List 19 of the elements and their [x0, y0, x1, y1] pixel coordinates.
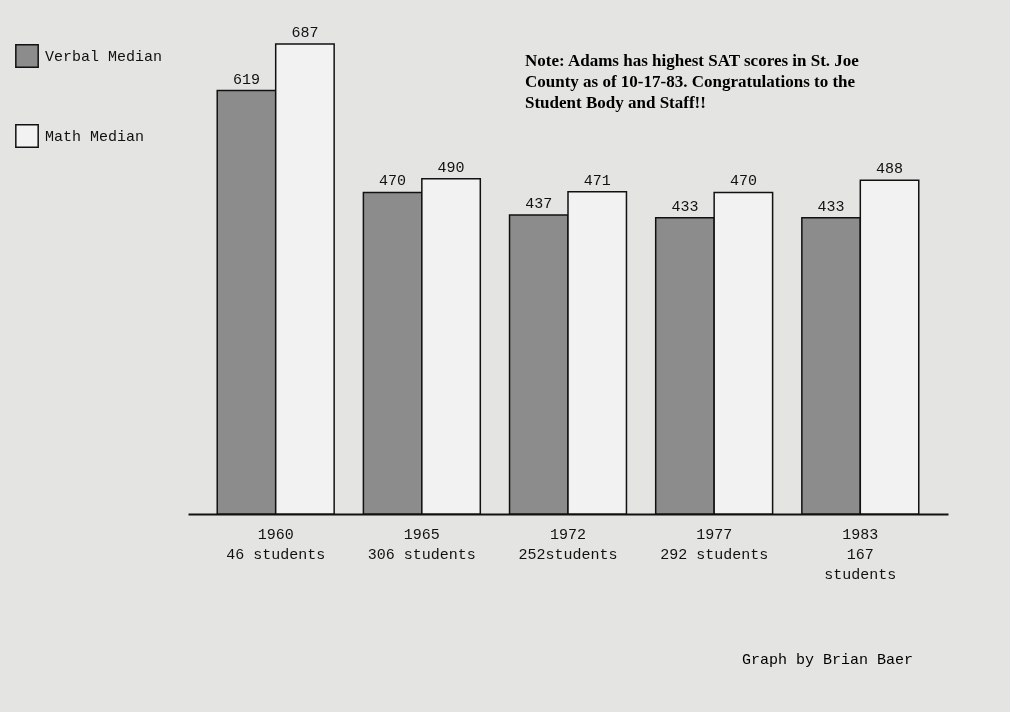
data-label: 470 [729, 173, 757, 191]
legend-label: Math Median [45, 129, 145, 146]
data-label: 488 [876, 161, 904, 179]
x-tick-label: 1965 306 students [367, 526, 476, 564]
legend-label: Verbal Median [45, 49, 163, 66]
data-label: 471 [583, 172, 611, 190]
x-tick-label: 1983 167 students [824, 526, 897, 584]
text: Graph by Brian Baer [742, 652, 914, 669]
data-label: 437 [525, 196, 553, 214]
data-label: 470 [379, 173, 407, 191]
data-label: 687 [291, 25, 319, 42]
x-tick-label: 1960 46 students [226, 526, 326, 564]
data-label: 433 [817, 198, 845, 216]
data-label: 433 [671, 198, 699, 216]
x-tick-label: 1977 292 students [660, 526, 769, 564]
data-label: 619 [232, 71, 260, 89]
x-tick-label: 1972 252students [518, 526, 618, 564]
annotation: Note: Adams has highest SAT scores in St. Joe County as of 10-17-83. Congratulations to the Student Body and Staff!! [525, 50, 860, 113]
data-label: 490 [437, 159, 465, 177]
